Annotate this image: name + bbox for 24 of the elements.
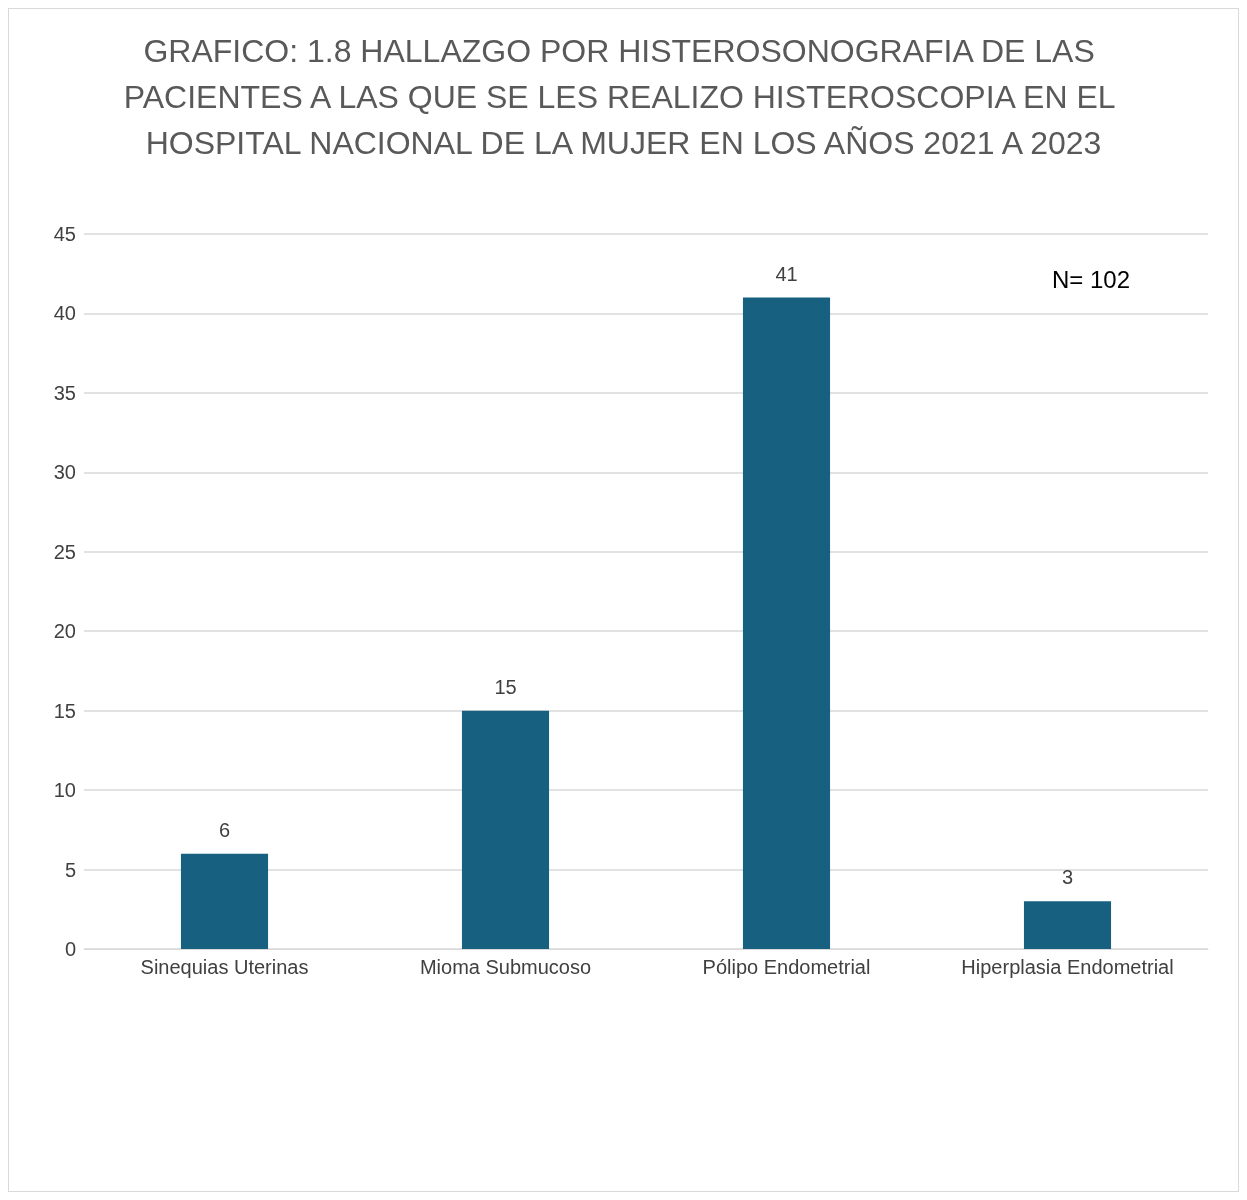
y-tick-label: 40 <box>53 302 76 325</box>
y-tick-label: 45 <box>53 223 76 245</box>
bar <box>461 710 550 949</box>
data-label: 41 <box>775 262 798 285</box>
data-label: 3 <box>1061 866 1074 889</box>
y-tick-label: 35 <box>53 381 76 404</box>
y-tick-label: 10 <box>53 779 76 802</box>
bar <box>742 297 831 949</box>
y-tick-label: 20 <box>53 620 76 643</box>
y-tick-label: 25 <box>53 540 76 563</box>
x-tick-label: Sinequias Uterinas <box>140 956 309 978</box>
data-label: 6 <box>218 818 231 841</box>
y-tick-label: 30 <box>53 461 76 484</box>
y-tick-label: 15 <box>53 699 76 722</box>
y-tick-label: 0 <box>64 938 76 960</box>
x-tick-label: Pólipo Endometrial <box>702 956 871 978</box>
data-label: 15 <box>494 675 517 698</box>
bar <box>180 853 269 949</box>
y-tick-label: 5 <box>64 858 76 881</box>
x-tick-label: Mioma Submucoso <box>419 956 592 978</box>
annotation: N= 102 <box>1051 265 1130 293</box>
bar <box>1023 901 1112 949</box>
chart-title: GRAFICO: 1.8 HALLAZGO POR HISTEROSONOGRAFIA DE LAS PACIENTES A LAS QUE SE LES REALIZO HISTEROSCOPIA EN EL HOSPITAL NACIONAL DE LA MUJER EN LOS AÑOS 2021 A 2023 <box>123 33 1124 161</box>
x-tick-label: Hiperplasia Endometrial <box>961 956 1174 978</box>
